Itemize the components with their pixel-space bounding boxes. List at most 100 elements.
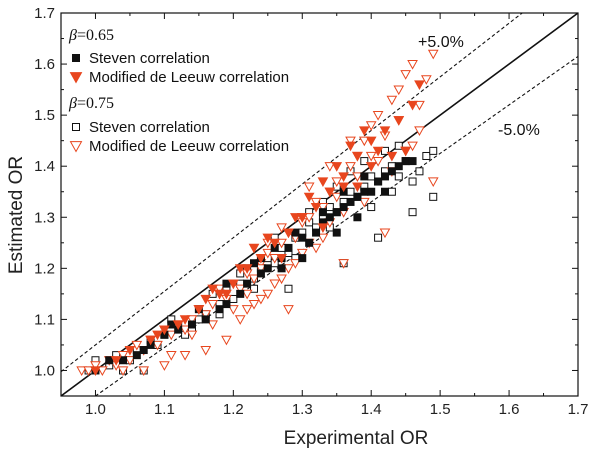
open-triangle-point xyxy=(345,162,356,172)
open-triangle-point xyxy=(214,284,225,295)
open-triangle-point xyxy=(255,294,267,305)
open-triangle-point xyxy=(159,361,170,371)
open-triangle-point xyxy=(131,340,143,351)
open-triangle-point xyxy=(324,162,336,172)
x-tick-label: 1.0 xyxy=(85,401,106,418)
filled-triangle-point xyxy=(365,136,377,147)
filled-triangle-point xyxy=(248,243,260,254)
open-triangle-point xyxy=(227,305,239,315)
open-triangle-point xyxy=(76,366,88,376)
filled-square-point xyxy=(360,187,369,196)
filled-square-point xyxy=(256,269,265,278)
open-triangle-point xyxy=(179,351,191,361)
filled-triangle-point xyxy=(393,116,405,126)
filled-triangle-point xyxy=(352,182,363,193)
open-triangle-point xyxy=(372,111,384,121)
plus-band-label: +5.0% xyxy=(418,34,464,51)
y-tick-label: 1.5 xyxy=(34,107,55,124)
open-triangle-point xyxy=(310,243,322,254)
reference-line xyxy=(94,55,578,396)
open-triangle-point xyxy=(262,248,274,259)
filled-triangle-point xyxy=(269,238,281,249)
open-square-point xyxy=(284,284,293,293)
open-triangle-point xyxy=(407,59,418,70)
filled-square-point xyxy=(346,197,355,206)
open-square-point xyxy=(415,167,424,176)
legend-group-title: β=0.65 xyxy=(68,27,114,44)
open-triangle-point xyxy=(90,361,101,371)
open-triangle-point xyxy=(303,182,315,193)
open-triangle-point xyxy=(345,136,356,147)
open-triangle-point xyxy=(117,366,129,376)
filled-triangle-point xyxy=(324,187,336,198)
open-triangle-point xyxy=(248,274,260,285)
filled-triangle-point xyxy=(214,289,225,300)
open-triangle-point xyxy=(165,351,177,361)
open-triangle-point xyxy=(283,264,294,274)
filled-triangle-point xyxy=(172,320,184,331)
filled-square-point xyxy=(401,157,410,166)
filled-square-point xyxy=(332,228,341,237)
open-triangle-point xyxy=(221,335,232,346)
open-triangle-point xyxy=(331,177,343,188)
plot-frame xyxy=(60,12,579,397)
filled-triangle-point xyxy=(386,151,398,162)
axes: +5.0% -5.0% 1.0 1.1 1.2 1.3 1.4 1.5 1.6 1.7 1.0 1.1… xyxy=(34,5,588,418)
open-triangle-point xyxy=(338,259,349,269)
filled-square-point xyxy=(305,238,314,247)
legend-group-title: β=0.75 xyxy=(68,95,114,112)
open-triangle-point xyxy=(234,284,246,295)
filled-square-point xyxy=(325,213,334,222)
x-tick-label: 1.6 xyxy=(499,401,520,418)
filled-triangle-point xyxy=(221,289,232,300)
open-triangle-point xyxy=(207,320,219,331)
open-square-point xyxy=(194,315,203,324)
open-triangle-point xyxy=(427,49,439,60)
open-square-point xyxy=(367,172,376,181)
filled-triangle-point xyxy=(90,366,101,376)
filled-square-point xyxy=(380,187,389,196)
open-square-point xyxy=(394,141,403,150)
open-square-point xyxy=(346,187,355,196)
x-tick-label: 1.7 xyxy=(568,401,589,418)
open-triangle-point xyxy=(276,274,287,285)
open-square-point xyxy=(325,203,334,212)
filled-triangle-point xyxy=(303,192,315,203)
x-tick-label: 1.2 xyxy=(223,401,244,418)
x-axis-title: Experimental OR xyxy=(284,428,429,449)
filled-square-point xyxy=(380,172,389,181)
filled-triangle-point xyxy=(296,213,308,223)
filled-square-point xyxy=(250,259,259,268)
filled-triangle-point xyxy=(400,146,412,157)
open-triangle-point xyxy=(269,279,281,290)
filled-triangle-point xyxy=(179,315,191,325)
open-triangle-point xyxy=(317,233,329,244)
open-triangle-point xyxy=(97,366,108,376)
open-square-point xyxy=(422,151,431,160)
y-tick-label: 1.4 xyxy=(34,158,55,175)
filled-square-point xyxy=(284,243,293,252)
filled-triangle-point xyxy=(255,254,267,264)
filled-triangle-point xyxy=(262,233,274,244)
filled-square-point xyxy=(167,320,176,329)
open-triangle-point xyxy=(352,172,363,182)
open-triangle-point xyxy=(365,151,377,162)
filled-square-point xyxy=(263,264,272,273)
open-triangle-point xyxy=(165,330,177,341)
open-triangle-point xyxy=(427,177,439,188)
open-triangle-point xyxy=(262,289,274,300)
open-triangle-point xyxy=(365,121,377,131)
open-triangle-point xyxy=(248,299,260,310)
filled-triangle-point xyxy=(159,325,170,336)
open-triangle-point xyxy=(290,259,301,269)
open-triangle-point xyxy=(255,264,267,274)
legend: β=0.65 Steven correlation Modified de Leeu… xyxy=(68,27,289,155)
filled-triangle-point xyxy=(241,264,253,274)
filled-square-point xyxy=(201,315,210,324)
filled-square-point xyxy=(291,228,300,237)
open-triangle-point xyxy=(269,254,281,264)
filled-square-point xyxy=(408,157,417,166)
open-triangle-point xyxy=(200,310,212,320)
open-triangle-point xyxy=(358,197,370,208)
open-triangle-point xyxy=(400,70,412,80)
